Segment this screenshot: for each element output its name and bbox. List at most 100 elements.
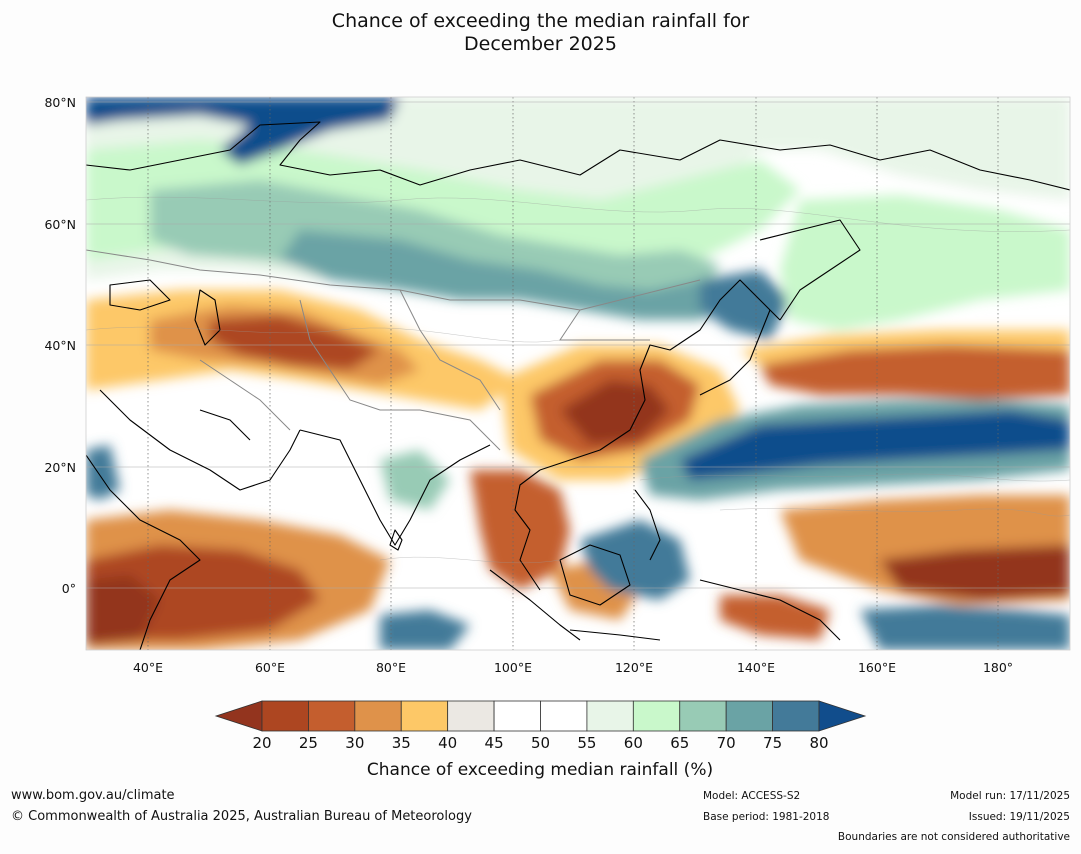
wet-zone-arabia [86,445,120,500]
colorbar-bin-65-70 [679,700,727,732]
colorbar-tick-45: 45 [485,734,504,752]
footer-website: www.bom.gov.au/climate [11,788,175,803]
colorbar: 20 25 30 35 40 45 50 55 60 65 70 75 80 Chance of exc… [214,700,867,780]
coastline-okhotsk [759,219,861,321]
coastline-new-guinea [699,579,841,641]
colorbar-under-arrow [214,700,263,732]
lon-label-180: 180° [983,660,1013,675]
longitude-axis: 40°E 60°E 80°E 100°E 120°E 140°E 160°E 1… [133,660,1013,675]
dry-zone-equatorial-pacific-core [880,545,1070,600]
colorbar-tick-70: 70 [717,734,736,752]
dry-zone-indochina [470,470,570,590]
colorbar-tick-20: 20 [252,734,271,752]
coastline-east-asia [539,279,781,471]
dry-zone-png [720,595,830,640]
country-boundaries [86,249,701,451]
colorbar-tick-50: 50 [531,734,550,752]
colorbar-bin-55-60 [586,700,634,732]
lat-label-40n: 40°N [44,338,76,353]
lat-label-0: 0° [62,581,76,596]
footer-disclaimer: Boundaries are not considered authoritat… [837,831,1070,843]
coastlines [86,121,1070,650]
colorbar-bin-45-50 [493,700,541,732]
colorbar-bin-70-75 [725,700,773,732]
dry-zone-east-africa [86,575,160,645]
lon-label-40e: 40°E [133,660,163,675]
colorbar-ticks: 20 25 30 35 40 45 50 55 60 65 70 75 80 [252,734,828,752]
coastline-sri-lanka [389,529,403,551]
colorbar-bins [261,700,820,732]
footer-issued: Issued: 19/11/2025 [968,811,1070,823]
footer-model: Model: ACCESS-S2 [703,790,801,802]
coastline-black-sea [109,279,171,311]
colorbar-bin-35-40 [400,700,449,732]
dry-zone-central-asia-core [210,315,380,370]
colorbar-bin-20-25 [261,700,309,732]
coastline-indochina [514,469,541,591]
coastline-arabia [99,389,301,491]
lat-label-80n: 80°N [44,95,76,110]
colorbar-tick-25: 25 [299,734,318,752]
wet-zone-east-green [780,195,1070,330]
coastline-java [569,629,661,641]
colorbar-bin-25-30 [308,700,356,732]
lon-label-100e: 100°E [494,660,532,675]
colorbar-tick-35: 35 [392,734,411,752]
coastline-india [299,429,491,546]
footer-copyright: © Commonwealth of Australia 2025, Austra… [11,809,472,824]
colorbar-tick-80: 80 [809,734,828,752]
coastline-japan [699,309,771,396]
map-title: Chance of exceeding the median rainfall … [0,10,1081,56]
colorbar-tick-65: 65 [670,734,689,752]
map-frame [85,96,1071,651]
wet-zone-maritime [580,520,690,600]
latitude-axis: 80°N 60°N 40°N 20°N 0° [44,95,76,596]
latitude-lines [86,101,1070,589]
coastline-sumatra [489,569,581,641]
colorbar-bin-75-80 [772,700,820,732]
colorbar-bin-40-45 [447,700,495,732]
colorbar-tick-55: 55 [577,734,596,752]
wet-zone-north-mid [150,180,720,310]
lat-label-20n: 20°N [44,460,76,475]
wet-zone-north-deep [280,230,740,320]
wet-zone-kamchatka [700,270,790,340]
title-line-2: December 2025 [464,33,617,55]
dry-zone-north-pacific-outer [740,330,1070,365]
wet-zone-north-green [86,140,800,290]
wet-zone-pacific-core [680,410,1070,480]
lon-label-60e: 60°E [255,660,285,675]
dry-zone-north-pacific [760,345,1070,400]
coastline-caspian [194,289,221,346]
lat-label-60n: 60°N [44,217,76,232]
title-line-1: Chance of exceeding the median rainfall … [331,10,750,32]
colorbar-tick-40: 40 [438,734,457,752]
footer-base-period: Base period: 1981-2018 [703,811,830,823]
colorbar-bin-30-35 [354,700,402,732]
colorbar-tick-30: 30 [345,734,364,752]
coastline-borneo [559,544,631,606]
footer-model-run: Model run: 17/11/2025 [950,790,1070,802]
rainfall-probability-field [86,97,1070,650]
wet-zone-southern-pacific [860,605,1070,650]
colorbar-bin-50-55 [540,700,588,732]
lon-label-120e: 120°E [615,660,653,675]
wet-zone-indian-ocean-south [380,610,470,650]
coastline-arctic [86,121,1070,191]
wet-zone-india [380,450,450,510]
contour-lines [86,196,1070,564]
coastline-africa [86,454,201,650]
probability-map [86,97,1070,650]
colorbar-tick-75: 75 [763,734,782,752]
colorbar-title: Chance of exceeding median rainfall (%) [367,760,713,780]
dry-zone-china-core [560,380,670,445]
coastline-philippines [634,489,661,561]
wet-zone-arctic-blue [86,97,400,165]
coastline-persian-gulf [199,409,251,441]
lon-label-160e: 160°E [858,660,896,675]
graticule [147,97,999,650]
colorbar-bin-60-65 [632,700,681,732]
lon-label-80e: 80°E [376,660,406,675]
lon-label-140e: 140°E [737,660,775,675]
